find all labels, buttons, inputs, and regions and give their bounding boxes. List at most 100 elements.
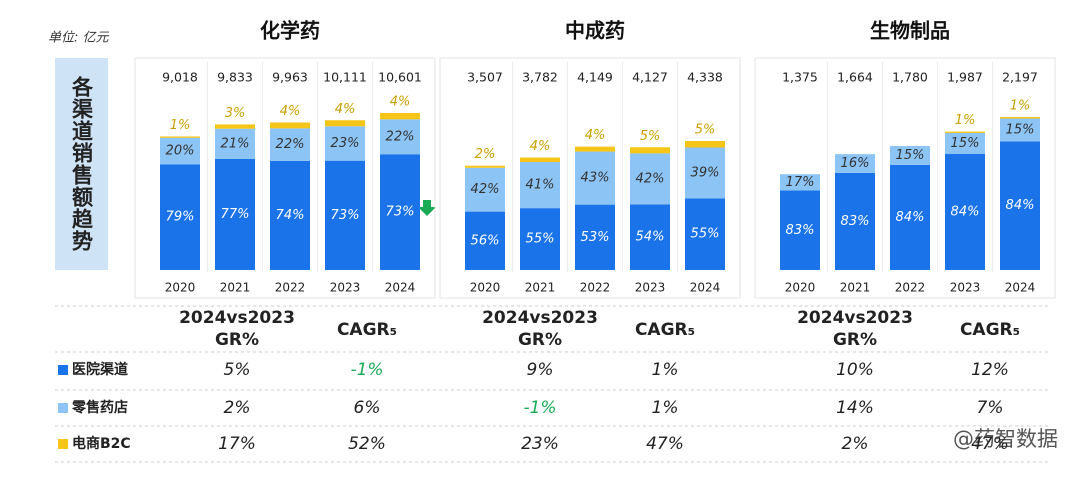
value-label: 43% — [581, 171, 610, 186]
x-tick-label: 2020 — [785, 281, 816, 295]
bar-segment — [380, 119, 420, 155]
value-label: 5% — [695, 123, 716, 138]
bar-segment — [685, 141, 725, 148]
x-tick-label: 2022 — [580, 281, 611, 295]
total-label: 3,782 — [522, 70, 558, 85]
bar-segment — [270, 122, 310, 129]
column-header: CAGR₅ — [337, 320, 397, 340]
value-label: 4% — [280, 104, 301, 119]
value-label: 54% — [636, 230, 665, 245]
column-header: 2024vs2023 — [179, 308, 295, 328]
value-label: 20% — [166, 144, 195, 159]
total-label: 4,127 — [632, 70, 668, 85]
bar-segment — [780, 174, 820, 191]
bar-segment — [160, 164, 200, 270]
total-label: 1,987 — [947, 70, 983, 85]
legend-swatch — [58, 365, 68, 375]
value-label: 42% — [471, 182, 500, 197]
row-label: 电商B2C — [72, 435, 131, 452]
legend-swatch — [58, 439, 68, 449]
bar-segment — [685, 147, 725, 199]
value-label: 41% — [526, 178, 555, 193]
value-label: 4% — [390, 95, 411, 110]
bar-segment — [215, 158, 255, 270]
bar-segment — [1000, 118, 1040, 142]
value-label: 22% — [276, 137, 305, 152]
bar-segment — [945, 133, 985, 154]
bar-segment — [630, 147, 670, 154]
bar-segment — [325, 126, 365, 161]
value-label: 73% — [386, 205, 415, 220]
table-cell: 23% — [521, 434, 559, 454]
total-label: 10,601 — [378, 70, 422, 85]
bar-segment — [890, 146, 930, 165]
total-label: 9,963 — [272, 70, 308, 85]
column-header: CAGR₅ — [635, 320, 695, 340]
value-label: 83% — [786, 223, 815, 238]
bar-segment — [520, 157, 560, 163]
table-cell: 52% — [348, 434, 386, 454]
bar-segment — [465, 167, 505, 212]
total-label: 4,149 — [577, 70, 613, 85]
bar-segment — [780, 190, 820, 270]
bar-segment — [215, 124, 255, 129]
bar-segment — [325, 120, 365, 127]
row-label: 医院渠道 — [72, 361, 128, 378]
bar-segment — [945, 153, 985, 270]
bar-segment — [575, 146, 615, 152]
bar-segment — [945, 131, 985, 134]
value-label: 56% — [471, 233, 500, 248]
table-cell: -1% — [350, 360, 383, 380]
value-label: 39% — [691, 165, 720, 180]
bar-segment — [160, 136, 200, 138]
total-label: 2,197 — [1002, 70, 1038, 85]
value-label: 83% — [841, 214, 870, 229]
column-header: GR% — [518, 330, 562, 350]
column-header: GR% — [833, 330, 877, 350]
row-label: 零售药店 — [71, 399, 128, 416]
total-label: 3,507 — [467, 70, 503, 85]
value-label: 23% — [331, 136, 360, 151]
x-tick-label: 2020 — [165, 281, 196, 295]
bar-segment — [1000, 117, 1040, 119]
bar-segment — [325, 160, 365, 270]
table-cell: 2% — [224, 398, 251, 418]
value-label: 15% — [1006, 123, 1035, 138]
bar-segment — [575, 151, 615, 205]
x-tick-label: 2023 — [635, 281, 666, 295]
total-label: 9,833 — [217, 70, 253, 85]
value-label: 1% — [170, 118, 191, 133]
table-cell: 2% — [842, 434, 869, 454]
watermark: @药智数据 — [953, 427, 1058, 451]
legend-swatch — [58, 403, 68, 413]
table-cell: -1% — [523, 398, 556, 418]
value-label: 55% — [691, 227, 720, 242]
column-header: CAGR₅ — [960, 320, 1020, 340]
value-label: 21% — [221, 136, 250, 151]
bar-segment — [270, 160, 310, 270]
bar-segment — [1000, 141, 1040, 270]
table-cell: 6% — [354, 398, 381, 418]
x-tick-label: 2023 — [330, 281, 361, 295]
x-tick-label: 2021 — [525, 281, 556, 295]
bar-segment — [380, 113, 420, 120]
x-tick-label: 2021 — [840, 281, 871, 295]
x-tick-label: 2023 — [950, 281, 981, 295]
value-label: 73% — [331, 208, 360, 223]
value-label: 79% — [166, 210, 195, 225]
value-label: 3% — [225, 106, 246, 121]
table-cell: 1% — [652, 360, 679, 380]
panel — [439, 57, 741, 299]
total-label: 1,664 — [837, 70, 873, 85]
value-label: 77% — [221, 207, 250, 222]
bar-segment — [685, 198, 725, 270]
total-label: 9,018 — [162, 70, 198, 85]
bar-segment — [575, 204, 615, 270]
bar-segment — [380, 154, 420, 270]
column-header: GR% — [215, 330, 259, 350]
side-label: 各渠道销售额趋势 — [55, 58, 108, 270]
table-cell: 7% — [977, 398, 1004, 418]
panel — [134, 57, 436, 299]
table-cell: 5% — [224, 360, 251, 380]
